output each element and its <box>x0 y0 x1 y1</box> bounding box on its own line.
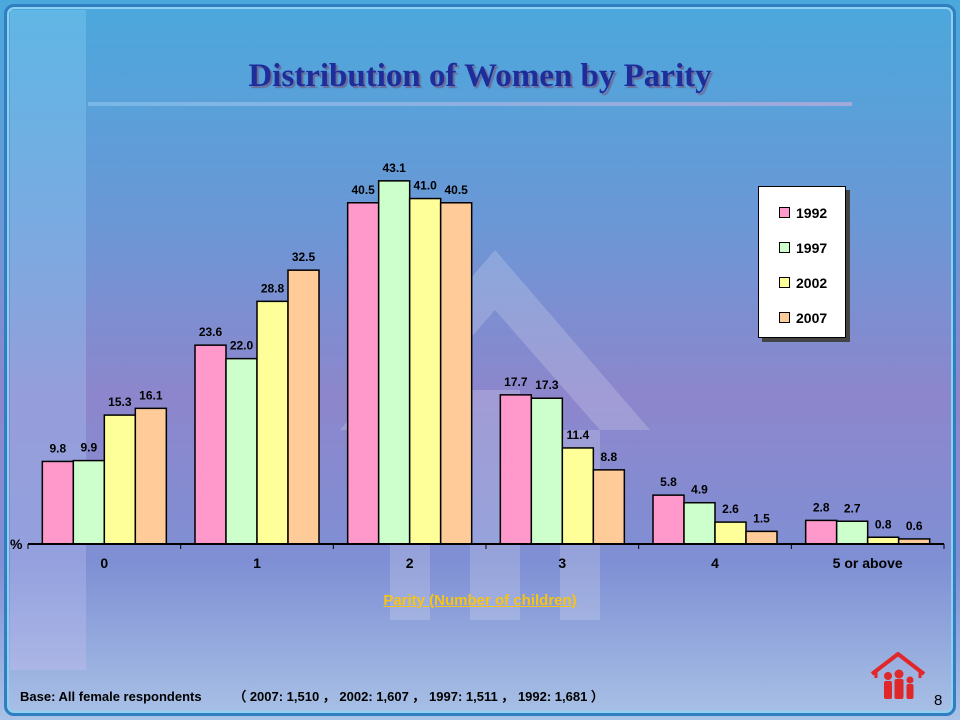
value-label: 2.6 <box>722 502 739 516</box>
bar-1997-4 <box>683 501 716 545</box>
bar-1997-2 <box>377 180 411 545</box>
legend-item-2007: 2007 <box>759 300 845 335</box>
x-tick-label: 1 <box>253 555 261 571</box>
bar-2007-4 <box>745 530 778 545</box>
page-number: 8 <box>934 692 943 709</box>
legend-item-1992: 1992 <box>759 195 845 230</box>
value-label: 28.8 <box>261 281 285 295</box>
x-tick-label: 4 <box>711 555 719 571</box>
value-label: 8.8 <box>600 450 617 464</box>
value-label: 5.8 <box>660 475 677 489</box>
value-label: 23.6 <box>199 325 223 339</box>
x-tick-label: 0 <box>100 555 108 571</box>
value-label: 41.0 <box>413 179 437 193</box>
bar-2002-4 <box>714 521 747 545</box>
bar-1992-4 <box>652 494 685 545</box>
legend-swatch <box>779 207 790 218</box>
x-tick-label: 3 <box>558 555 566 571</box>
value-label: 0.8 <box>875 517 892 531</box>
value-label: 4.9 <box>691 483 708 497</box>
bar-2007-2 <box>439 202 473 545</box>
bar-2002-2 <box>408 197 442 545</box>
legend-label: 2002 <box>796 274 828 291</box>
footnote: Base: All female respondents （ 2007: 1,5… <box>20 686 604 705</box>
bar-2002-1 <box>256 300 289 545</box>
value-label: 11.4 <box>566 428 589 442</box>
value-label: 40.5 <box>444 183 468 197</box>
x-tick-label: 2 <box>406 555 414 571</box>
page-title: Distribution of Women by Parity <box>248 58 712 94</box>
value-label: 2.8 <box>813 500 830 514</box>
value-label: 16.1 <box>139 388 163 402</box>
bar-1997-5-or-above <box>835 520 869 545</box>
bars-layer <box>41 180 931 545</box>
title-underline <box>88 102 852 106</box>
chart-legend: 1992 1997 2002 2007 <box>758 186 846 338</box>
value-label: 0.6 <box>906 519 923 533</box>
bar-1992-2 <box>346 202 380 545</box>
bar-1997-3 <box>530 397 564 545</box>
bar-2002-3 <box>561 447 595 545</box>
legend-swatch <box>779 242 790 253</box>
bar-1997-0 <box>72 459 106 545</box>
bar-1992-1 <box>194 344 227 545</box>
legend-label: 1997 <box>796 239 828 256</box>
x-axis-title: Parity (Number of children) <box>383 592 577 609</box>
bar-2002-0 <box>103 414 137 545</box>
slide-frame <box>4 4 956 716</box>
bar-1992-0 <box>41 460 75 545</box>
footnote-detail: （ 2007: 1,510 ， 2002: 1,607 ， 1997: 1,51… <box>233 689 604 704</box>
x-tick-label: 5 or above <box>833 555 903 571</box>
value-label: 17.7 <box>504 375 528 389</box>
legend-swatch <box>779 277 790 288</box>
decorative-band <box>10 10 86 670</box>
y-axis-label: % <box>10 536 23 552</box>
value-label: 9.8 <box>49 441 66 455</box>
legend-item-2002: 2002 <box>759 265 845 300</box>
bar-1992-5-or-above <box>804 519 838 545</box>
bar-1992-3 <box>499 394 533 545</box>
legend-label: 1992 <box>796 204 828 221</box>
value-label: 2.7 <box>844 501 861 515</box>
bar-2007-1 <box>287 269 320 545</box>
bar-2007-3 <box>592 469 626 545</box>
legend-item-1997: 1997 <box>759 230 845 265</box>
value-label: 9.9 <box>80 441 97 455</box>
value-label: 43.1 <box>382 161 406 175</box>
bar-2007-0 <box>134 407 168 545</box>
value-label: 32.5 <box>292 250 316 264</box>
value-label: 40.5 <box>351 183 375 197</box>
legend-label: 2007 <box>796 309 828 326</box>
legend-swatch <box>779 312 790 323</box>
value-label: 15.3 <box>108 395 132 409</box>
value-labels-layer: 9.8 9.9 15.3 16.1 23.6 22.0 28.8 32.5 40.5 43.1 41… <box>49 161 922 533</box>
value-label: 17.3 <box>535 378 559 392</box>
family-house-logo-icon <box>870 652 926 699</box>
bar-1997-1 <box>225 357 258 545</box>
x-ticks-layer: 0 1 2 3 4 5 or above <box>100 544 945 571</box>
bar-2002-5-or-above <box>866 536 900 545</box>
value-label: 22.0 <box>230 339 254 353</box>
value-label: 1.5 <box>753 511 770 525</box>
footnote-base: Base: All female respondents <box>20 689 202 704</box>
